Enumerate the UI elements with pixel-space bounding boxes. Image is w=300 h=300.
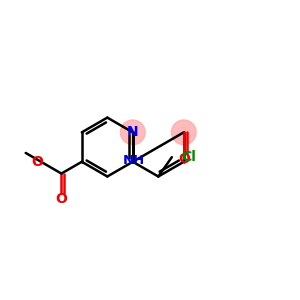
Text: N: N (127, 125, 139, 139)
Text: Cl: Cl (181, 150, 196, 164)
Circle shape (171, 120, 196, 145)
Text: NH: NH (123, 154, 146, 167)
Circle shape (120, 120, 145, 145)
Text: O: O (178, 152, 190, 167)
Text: O: O (32, 154, 44, 169)
Text: O: O (56, 192, 67, 206)
